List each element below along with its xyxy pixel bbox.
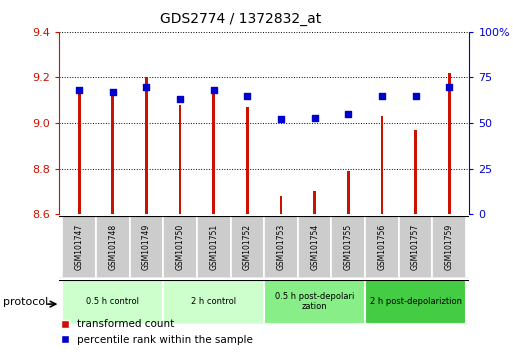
Point <box>142 84 150 89</box>
Bar <box>365 280 466 324</box>
Text: 2 h post-depolariztion: 2 h post-depolariztion <box>369 297 462 306</box>
Text: 2 h control: 2 h control <box>191 297 236 306</box>
Point <box>243 93 251 98</box>
Point <box>210 87 218 93</box>
Bar <box>432 216 466 278</box>
Bar <box>230 216 264 278</box>
Point <box>310 115 319 120</box>
Point <box>109 89 117 95</box>
Bar <box>96 216 130 278</box>
Bar <box>381 116 383 214</box>
Point <box>176 97 184 102</box>
Point <box>75 87 83 93</box>
Bar <box>313 192 316 214</box>
Text: GSM101755: GSM101755 <box>344 224 353 270</box>
Bar <box>145 78 148 214</box>
Bar <box>63 216 96 278</box>
Bar <box>365 216 399 278</box>
Bar <box>264 216 298 278</box>
Bar <box>399 216 432 278</box>
Text: GSM101753: GSM101753 <box>277 224 286 270</box>
Bar <box>163 216 197 278</box>
Text: GSM101751: GSM101751 <box>209 224 218 270</box>
Text: GSM101754: GSM101754 <box>310 224 319 270</box>
Text: GSM101757: GSM101757 <box>411 224 420 270</box>
Text: 0.5 h post-depolari
zation: 0.5 h post-depolari zation <box>275 292 354 312</box>
Bar <box>63 280 163 324</box>
Point <box>445 84 453 89</box>
Point <box>411 93 420 98</box>
Text: protocol: protocol <box>3 297 48 307</box>
Text: 0.5 h control: 0.5 h control <box>86 297 140 306</box>
Text: GDS2774 / 1372832_at: GDS2774 / 1372832_at <box>161 12 322 27</box>
Point <box>378 93 386 98</box>
Bar <box>298 216 331 278</box>
Bar <box>78 93 81 214</box>
Text: GSM101747: GSM101747 <box>75 224 84 270</box>
Bar <box>448 73 450 214</box>
Text: GSM101759: GSM101759 <box>445 224 453 270</box>
Bar <box>347 171 350 214</box>
Bar <box>179 105 182 214</box>
Bar <box>414 130 417 214</box>
Bar <box>264 280 365 324</box>
Bar <box>130 216 163 278</box>
Bar <box>280 196 282 214</box>
Text: GSM101752: GSM101752 <box>243 224 252 270</box>
Text: GSM101748: GSM101748 <box>108 224 117 270</box>
Point <box>344 111 352 117</box>
Bar <box>246 107 249 214</box>
Bar <box>331 216 365 278</box>
Text: GSM101749: GSM101749 <box>142 224 151 270</box>
Text: GSM101750: GSM101750 <box>175 224 185 270</box>
Bar <box>163 280 264 324</box>
Bar <box>212 93 215 214</box>
Bar <box>197 216 230 278</box>
Legend: transformed count, percentile rank within the sample: transformed count, percentile rank withi… <box>56 315 258 349</box>
Text: GSM101756: GSM101756 <box>378 224 386 270</box>
Point <box>277 116 285 122</box>
Bar <box>111 96 114 214</box>
